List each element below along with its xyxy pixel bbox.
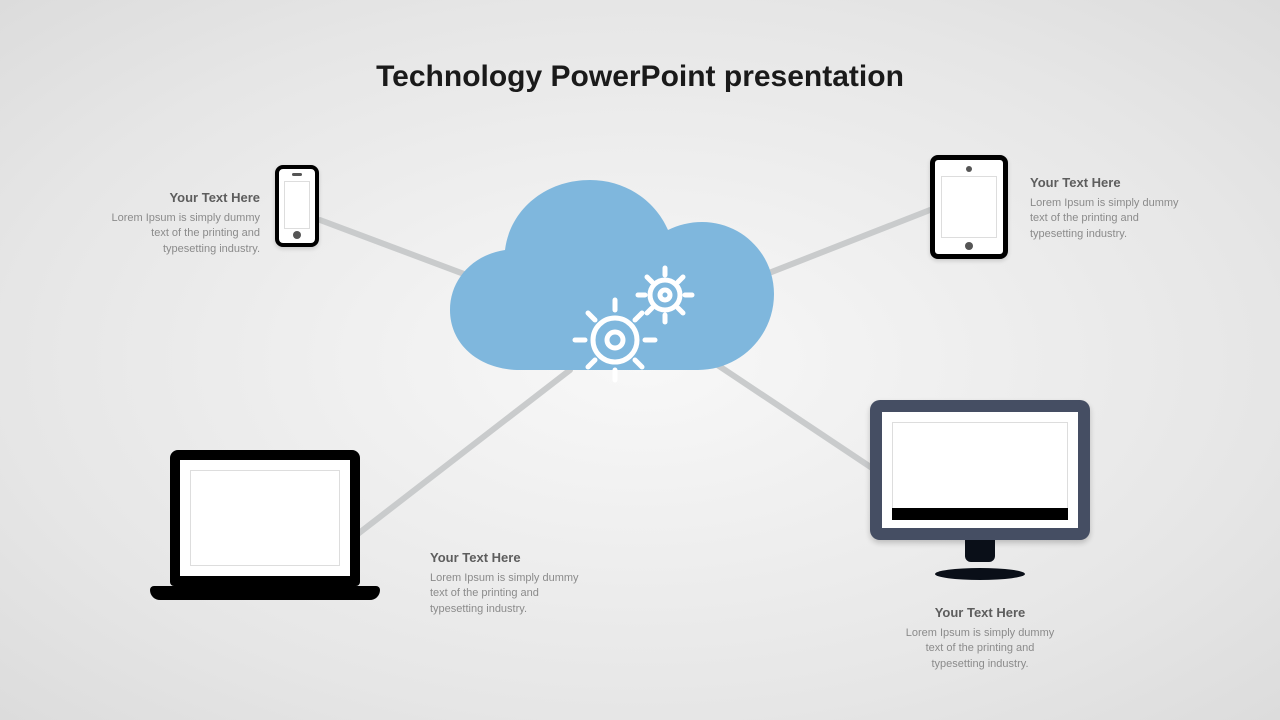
caption-phone-body: Lorem Ipsum is simply dummy text of the … [100,211,260,257]
cloud-shape [450,180,774,370]
caption-desktop: Your Text Here Lorem Ipsum is simply dum… [900,605,1060,672]
laptop-device [150,450,380,600]
caption-tablet: Your Text Here Lorem Ipsum is simply dum… [1030,175,1190,242]
diagram-canvas [0,0,1280,720]
connectors-group [320,210,930,540]
tablet-device [930,155,1008,259]
connector-phone [320,220,560,310]
gear-teeth-large [575,300,655,380]
slide-title: Technology PowerPoint presentation [0,60,1280,94]
caption-laptop: Your Text Here Lorem Ipsum is simply dum… [430,550,590,617]
smartphone-icon [275,165,319,247]
phone-device [275,165,319,247]
caption-phone: Your Text Here Lorem Ipsum is simply dum… [100,190,260,257]
desktop-device [870,400,1090,580]
gear-teeth-small [638,268,692,322]
tablet-icon [930,155,1008,259]
caption-laptop-title: Your Text Here [430,550,590,565]
caption-tablet-title: Your Text Here [1030,175,1190,190]
gears-icon [575,268,692,380]
cloud-node [450,180,774,380]
connector-laptop [350,370,570,540]
connector-tablet [700,210,930,300]
caption-phone-title: Your Text Here [100,190,260,205]
caption-desktop-title: Your Text Here [900,605,1060,620]
desktop-monitor-icon [870,400,1090,580]
laptop-icon [150,450,380,600]
caption-desktop-body: Lorem Ipsum is simply dummy text of the … [900,626,1060,672]
caption-laptop-body: Lorem Ipsum is simply dummy text of the … [430,571,590,617]
caption-tablet-body: Lorem Ipsum is simply dummy text of the … [1030,196,1190,242]
